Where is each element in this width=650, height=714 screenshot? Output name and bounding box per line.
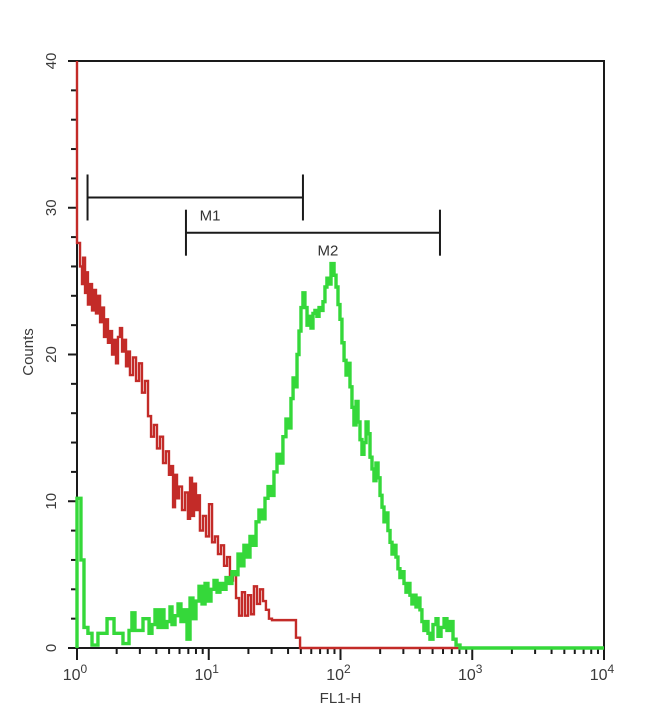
y-axis-tick-label: 40 <box>43 53 60 70</box>
y-axis-tick-label: 10 <box>43 493 60 510</box>
marker-M2-label: M2 <box>318 243 339 260</box>
x-axis-tick-label: 104 <box>590 662 615 684</box>
x-axis-tick-label: 102 <box>326 662 351 684</box>
x-axis-title: FL1-H <box>320 690 362 707</box>
marker-M1-label: M1 <box>200 207 221 224</box>
green-histogram-trace <box>75 261 604 650</box>
x-axis-tick-label: 103 <box>458 662 483 684</box>
y-axis-tick-label: 20 <box>43 346 60 363</box>
y-axis-tick-label: 30 <box>43 199 60 216</box>
x-axis-tick-label: 100 <box>63 662 88 684</box>
y-axis-title: Counts <box>20 328 37 376</box>
y-axis-tick-label: 0 <box>43 644 60 652</box>
red-histogram-trace <box>75 61 604 650</box>
x-axis-tick-label: 101 <box>195 662 220 684</box>
